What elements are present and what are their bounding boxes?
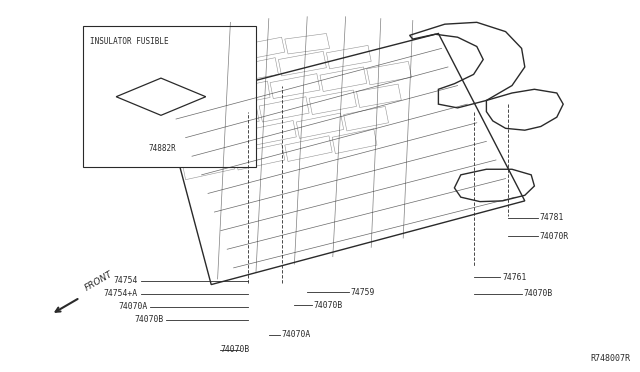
Text: 74070A: 74070A [118, 302, 147, 311]
Text: 74759: 74759 [351, 288, 375, 296]
Text: FRONT: FRONT [83, 270, 115, 293]
Text: 74781: 74781 [540, 213, 564, 222]
Text: 74070R: 74070R [540, 232, 569, 241]
FancyBboxPatch shape [83, 26, 256, 167]
Text: 74070B: 74070B [524, 289, 553, 298]
Text: INSULATOR FUSIBLE: INSULATOR FUSIBLE [90, 37, 168, 46]
Text: R748007R: R748007R [590, 354, 630, 363]
Text: 74070B: 74070B [314, 301, 343, 310]
Text: 74070B: 74070B [134, 315, 163, 324]
Text: 74882R: 74882R [149, 144, 177, 153]
Text: 74754+A: 74754+A [104, 289, 138, 298]
Text: 74754: 74754 [113, 276, 138, 285]
Text: 74070A: 74070A [282, 330, 311, 339]
Text: 74070B: 74070B [221, 345, 250, 354]
Text: 74761: 74761 [502, 273, 527, 282]
